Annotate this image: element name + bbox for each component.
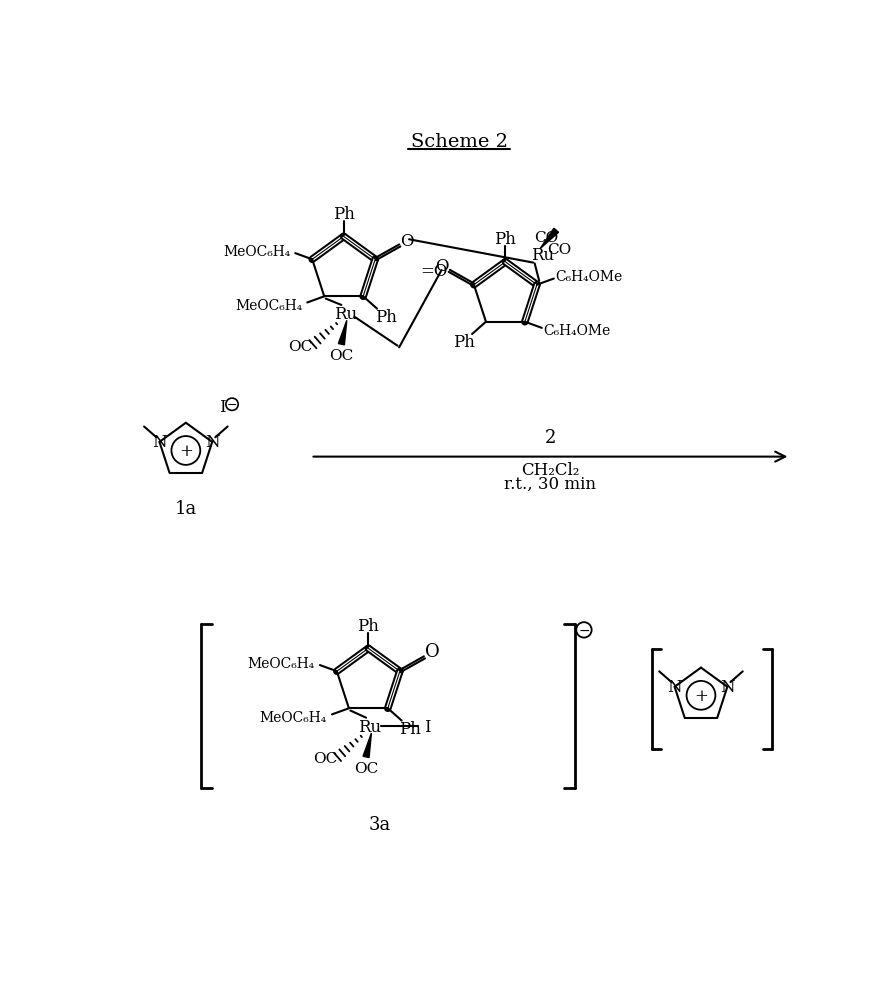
Text: O: O <box>425 642 440 660</box>
Text: Ru: Ru <box>358 717 382 734</box>
Text: Ph: Ph <box>400 720 421 737</box>
Text: I: I <box>424 717 430 734</box>
Text: Ru: Ru <box>530 247 554 265</box>
Text: Ph: Ph <box>358 617 379 634</box>
Text: C₆H₄OMe: C₆H₄OMe <box>556 270 623 284</box>
Polygon shape <box>339 321 347 346</box>
Text: OC: OC <box>354 761 378 775</box>
Text: Ru: Ru <box>333 306 357 323</box>
Text: −: − <box>227 399 237 412</box>
Text: N: N <box>205 434 220 451</box>
Text: OC: OC <box>313 752 338 766</box>
Text: MeOC₆H₄: MeOC₆H₄ <box>248 656 315 670</box>
Text: N: N <box>668 678 682 695</box>
Text: 3a: 3a <box>369 815 391 833</box>
Text: +: + <box>179 443 193 460</box>
Polygon shape <box>363 733 372 758</box>
Text: C₆H₄OMe: C₆H₄OMe <box>544 324 611 338</box>
Text: OC: OC <box>329 349 354 363</box>
Text: +: + <box>694 687 708 704</box>
Text: CH₂Cl₂: CH₂Cl₂ <box>521 462 580 479</box>
Text: 1a: 1a <box>175 500 197 518</box>
Text: Ph: Ph <box>452 334 475 351</box>
Text: Ph: Ph <box>495 231 516 247</box>
Text: N: N <box>720 678 735 695</box>
Text: −: − <box>578 623 590 637</box>
Text: I: I <box>219 399 226 416</box>
Text: Scheme 2: Scheme 2 <box>410 133 508 150</box>
Text: CO: CO <box>534 230 558 244</box>
Text: =O: =O <box>420 263 448 280</box>
Text: MeOC₆H₄: MeOC₆H₄ <box>223 244 290 259</box>
Text: O: O <box>435 258 449 275</box>
Text: N: N <box>152 434 167 451</box>
Polygon shape <box>540 229 558 249</box>
Text: Ph: Ph <box>332 205 355 222</box>
Text: O: O <box>400 232 414 249</box>
Text: 2: 2 <box>545 429 556 447</box>
Text: CO: CO <box>547 242 572 257</box>
Text: MeOC₆H₄: MeOC₆H₄ <box>260 710 327 724</box>
Text: OC: OC <box>289 340 313 354</box>
Text: Ph: Ph <box>375 309 396 326</box>
Text: MeOC₆H₄: MeOC₆H₄ <box>235 299 303 313</box>
Text: r.t., 30 min: r.t., 30 min <box>504 476 597 493</box>
